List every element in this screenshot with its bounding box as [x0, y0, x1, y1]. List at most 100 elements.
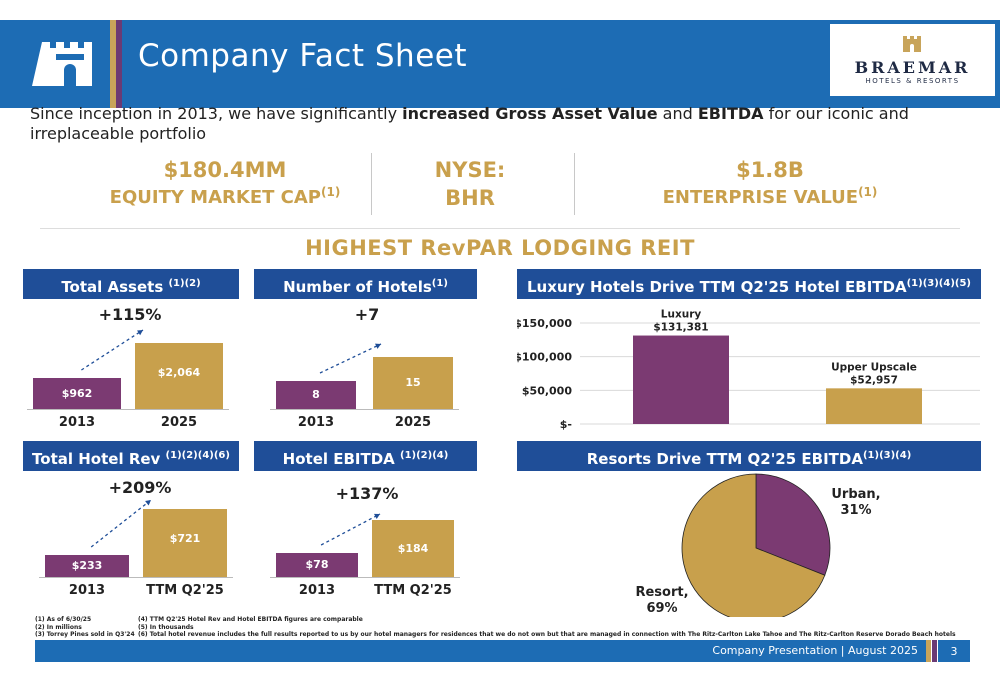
bar-value-label: $721: [169, 532, 201, 545]
y-tick-label: $-: [560, 418, 572, 431]
growth-arrow-head: [145, 500, 151, 506]
baseline: [39, 577, 233, 578]
chart-luxury-ebitda: $150,000 $100,000 $50,000 $- Luxury$131,381 U…: [517, 309, 980, 431]
bar-value-label: $233: [71, 559, 103, 572]
section-header-total-assets: Total Assets (1)(2): [23, 269, 239, 299]
footnotes-left: (1) As of 6/30/25 (2) In millions (3) To…: [35, 616, 135, 639]
bar-2025: [135, 343, 223, 409]
bar-category-label: Upper Upscale: [831, 361, 917, 373]
y-tick-label: $150,000: [517, 317, 572, 330]
pie-label: Urban,: [831, 487, 880, 502]
x-axis-label: 2025: [160, 415, 198, 430]
bar-value-label: $78: [305, 558, 329, 571]
bar-value-label: $131,381: [653, 322, 708, 334]
change-label: +7: [354, 305, 380, 324]
castle-icon: [30, 24, 110, 94]
growth-arrow: [319, 343, 382, 374]
bar-luxury: [633, 335, 729, 424]
bar-TTM Q2'25: [143, 509, 227, 577]
bar-category-label: Luxury: [661, 309, 702, 321]
x-axis-label: 2025: [394, 415, 432, 430]
growth-arrow-line: [81, 329, 144, 371]
growth-arrow-line: [319, 343, 382, 374]
footer-page-box: [938, 640, 970, 662]
pie-slice-urban: [755, 473, 831, 576]
logo-name: BRAEMAR: [854, 58, 971, 77]
section-header-hotel-ebitda: Hotel EBITDA (1)(2)(4): [254, 441, 477, 471]
pie-label: 69%: [646, 601, 677, 616]
footer-text: Company Presentation | August 2025: [712, 644, 918, 657]
pie-slice-resort: [681, 473, 826, 617]
bar-2013: [276, 553, 358, 577]
page-number: 3: [950, 645, 958, 658]
bar-value-label: $962: [61, 386, 93, 400]
section-header-total-hotel-rev: Total Hotel Rev (1)(2)(4)(6): [23, 441, 239, 471]
growth-arrow-head: [137, 330, 143, 336]
chart-total-assets: $962 2013 $2,064 2025 +115%: [23, 300, 239, 440]
section-header-number-of-hotels: Number of Hotels(1): [254, 269, 477, 299]
footer-bar: [35, 640, 926, 662]
bar-upper-upscale: [826, 388, 922, 424]
pie-label: 31%: [840, 503, 871, 518]
bar-2013: [276, 381, 356, 409]
footnote: (4) TTM Q2'25 Hotel Rev and Hotel EBITDA…: [138, 616, 363, 623]
baseline: [270, 409, 459, 410]
logo-castle-icon: [903, 36, 921, 52]
bar-value-label: $52,957: [850, 374, 898, 386]
x-axis-label: 2013: [297, 415, 335, 430]
bar-TTM Q2'25: [372, 520, 454, 577]
bar-value-label: $184: [397, 541, 429, 555]
growth-arrow-line: [320, 513, 381, 546]
kpi-divider: [371, 153, 372, 215]
footer-stripe-purple: [932, 640, 937, 662]
kpi-ticker: BHR: [445, 186, 495, 210]
logo: [830, 24, 995, 96]
growth-arrow-line: [90, 499, 152, 548]
footnotes-right: (4) TTM Q2'25 Hotel Rev and Hotel EBITDA…: [138, 616, 968, 639]
section-header-luxury-ebitda: Luxury Hotels Drive TTM Q2'25 Hotel EBIT…: [517, 269, 981, 299]
baseline: [27, 409, 229, 410]
logo-subtitle: HOTELS & RESORTS: [865, 77, 960, 85]
kpi-ev-label: ENTERPRISE VALUE(1): [662, 185, 878, 208]
kpi-divider: [574, 153, 575, 215]
change-label: +209%: [108, 478, 172, 497]
change-label: +137%: [335, 484, 399, 503]
kpi-exchange: NYSE:: [434, 158, 506, 182]
chart-total-hotel-rev: $233 2013 $721 TTM Q2'25 +209%: [23, 472, 239, 612]
growth-arrow: [320, 513, 381, 546]
footnote: (2) In millions: [35, 623, 82, 631]
bar-value-label: 15: [405, 376, 421, 389]
y-tick-label: $100,000: [517, 351, 572, 364]
bar-value-label: 8: [312, 388, 320, 401]
growth-arrow: [90, 499, 152, 548]
footnote: (1) As of 6/30/25: [35, 616, 92, 623]
y-tick-label: $50,000: [522, 384, 572, 397]
header-stripe-gold: [110, 20, 116, 108]
pie-label: Resort,: [635, 585, 688, 600]
bar-2013: [45, 555, 129, 577]
chart-hotel-ebitda: $78 2013 $184 TTM Q2'25 +137%: [254, 472, 477, 612]
growth-arrow-head: [374, 513, 380, 519]
kpi-ev-value: $1.8B: [736, 158, 804, 182]
intro-text: Since inception in 2013, we have signifi…: [30, 104, 909, 143]
footnote: (3) Torrey Pines sold in Q3'24: [35, 631, 135, 638]
kpi-equity-value: $180.4MM: [163, 158, 287, 182]
divider: [40, 228, 960, 229]
x-axis-label: TTM Q2'25: [374, 583, 452, 598]
section-headline: HIGHEST RevPAR LODGING REIT: [305, 236, 695, 260]
footnote: (6) Total hotel revenue includes the ful…: [138, 631, 956, 638]
baseline: [270, 577, 460, 578]
growth-arrow: [81, 329, 144, 371]
footnote: (5) In thousands: [138, 623, 194, 631]
kpi-equity-label: EQUITY MARKET CAP(1): [109, 185, 341, 208]
change-label: +115%: [98, 305, 162, 324]
header-stripe-purple: [116, 20, 122, 108]
section-header-resorts-ebitda: Resorts Drive TTM Q2'25 EBITDA(1)(3)(4): [517, 441, 981, 471]
chart-resorts-pie: Urban,31% Resort,69%: [635, 473, 881, 617]
page-title: Company Fact Sheet: [138, 38, 467, 74]
x-axis-label: 2013: [68, 583, 106, 598]
footer-stripe-gold: [926, 640, 931, 662]
bar-value-label: $2,064: [157, 366, 201, 379]
growth-arrow-head: [375, 343, 381, 349]
chart-number-of-hotels: 8 2013 15 2025 +7: [254, 300, 477, 440]
